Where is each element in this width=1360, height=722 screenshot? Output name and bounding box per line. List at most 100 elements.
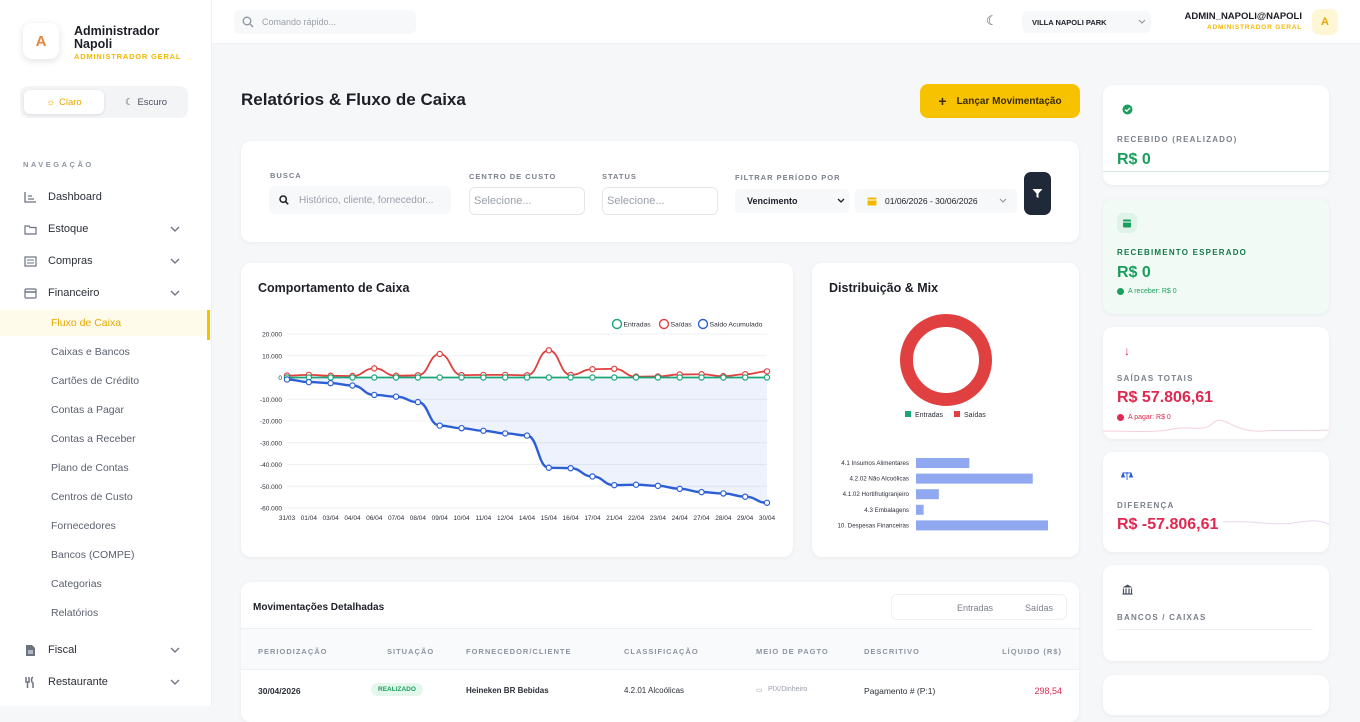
kpi-label: BANCOS / CAIXAS — [1117, 613, 1207, 622]
data-point — [414, 398, 422, 406]
command-search[interactable]: Comando rápido... — [234, 10, 416, 34]
row-date: 30/04/2026 — [258, 686, 301, 696]
sidebar-sub-caixas-bancos[interactable]: Caixas e Bancos — [0, 339, 210, 365]
y-tick-label: -20.000 — [260, 419, 282, 426]
sun-icon: ☼ — [46, 96, 55, 108]
busca-label: BUSCA — [270, 171, 302, 180]
card-icon — [23, 286, 37, 300]
chevron-down-icon — [170, 290, 180, 296]
bank-icon — [1117, 579, 1137, 599]
y-tick-label: -40.000 — [260, 462, 282, 469]
sidebar-sub-relatorios[interactable]: Relatórios — [0, 600, 210, 626]
data-point — [523, 374, 531, 381]
data-point — [414, 374, 422, 381]
data-point — [545, 464, 553, 471]
legend-label: Entradas — [624, 322, 652, 329]
sidebar-item-financeiro[interactable]: Financeiro — [0, 279, 210, 307]
sidebar-sub-categorias[interactable]: Categorias — [0, 571, 210, 597]
date-range-picker[interactable]: 01/06/2026 - 30/06/2026 — [855, 189, 1017, 213]
sidebar-item-estoque[interactable]: Estoque — [0, 215, 210, 243]
y-tick-label: 0 — [278, 375, 282, 382]
kpi-sub: A pagar: R$ 0 — [1117, 414, 1171, 421]
utensils-icon — [23, 675, 37, 689]
theme-light-button[interactable]: ☼ Claro — [24, 90, 104, 114]
sidebar-sub-centros-custo[interactable]: Centros de Custo — [0, 484, 210, 510]
tab-saidas[interactable]: Saídas — [1025, 603, 1054, 613]
y-tick-label: 20.000 — [262, 332, 282, 339]
sidebar-item-compras[interactable]: Compras — [0, 247, 210, 275]
kpi-sparkline — [1222, 520, 1329, 525]
nav-title: NAVEGAÇÃO — [23, 160, 94, 169]
data-point — [589, 366, 596, 373]
kpi-label: RECEBIDO (REALIZADO) — [1117, 135, 1238, 144]
data-point — [676, 374, 683, 381]
legend-marker — [697, 318, 709, 330]
theme-dark-label: Escuro — [137, 96, 168, 108]
unit-selector[interactable]: VILLA NAPOLI PARK — [1022, 11, 1151, 33]
status-select[interactable]: Selecione... — [602, 187, 718, 215]
data-point — [763, 374, 771, 381]
kpi-sparkline — [1103, 419, 1329, 432]
data-point — [611, 374, 618, 381]
sidebar-item-dashboard[interactable]: Dashboard — [0, 183, 210, 211]
donut-slice — [900, 314, 992, 406]
kpi-next-card — [1103, 675, 1329, 715]
sidebar-item-restaurante[interactable]: Restaurante — [0, 668, 210, 696]
data-point — [523, 432, 531, 439]
bar-label: 4.1 Insumos Alimentares — [841, 460, 909, 467]
filter-icon — [1032, 189, 1043, 198]
x-tick-label: 28/04 — [715, 515, 732, 522]
x-tick-label: 06/04 — [366, 515, 383, 522]
scale-icon — [1117, 466, 1137, 486]
kpi-value: R$ 0 — [1117, 264, 1151, 281]
movements-tabs: Entradas Saídas — [891, 594, 1067, 620]
new-movement-button[interactable]: + Lançar Movimentação — [920, 84, 1080, 118]
x-tick-label: 23/04 — [650, 515, 667, 522]
col-liquido: LÍQUIDO (R$) — [1002, 647, 1062, 656]
sidebar: A Administrador Napoli ADMINISTRADOR GER… — [0, 0, 212, 706]
x-tick-label: 07/04 — [388, 515, 405, 522]
sidebar-sub-plano-contas[interactable]: Plano de Contas — [0, 455, 210, 481]
plus-icon: + — [938, 93, 947, 109]
data-point — [371, 365, 378, 372]
account-avatar[interactable]: A — [1312, 9, 1338, 35]
sidebar-sub-cartoes[interactable]: Cartões de Crédito — [0, 368, 210, 394]
theme-dark-button[interactable]: ☾ Escuro — [108, 90, 184, 114]
search-icon — [279, 195, 289, 205]
data-point — [632, 481, 640, 488]
data-point — [480, 374, 487, 381]
tab-entradas[interactable]: Entradas — [957, 603, 994, 613]
filter-button[interactable] — [1024, 172, 1051, 215]
legend-marker — [611, 318, 623, 330]
busca-input[interactable]: Histórico, cliente, fornecedor... — [269, 186, 451, 214]
sidebar-sub-bancos-compe[interactable]: Bancos (COMPE) — [0, 542, 210, 568]
moon-icon[interactable]: ☾ — [986, 13, 998, 28]
data-point — [763, 499, 771, 506]
sidebar-sub-contas-pagar[interactable]: Contas a Pagar — [0, 397, 210, 423]
data-point — [741, 374, 749, 381]
data-point — [480, 427, 487, 434]
sidebar-item-fiscal[interactable]: Fiscal — [0, 636, 210, 664]
cc-select[interactable]: Selecione... — [469, 187, 585, 215]
kpi-value: R$ 0 — [1117, 151, 1151, 168]
payment-icon: ▭ — [756, 687, 763, 694]
chevron-down-icon — [1138, 19, 1146, 24]
sidebar-sub-fluxo-de-caixa[interactable]: Fluxo de Caixa — [0, 310, 210, 340]
chevron-down-icon — [170, 647, 180, 653]
data-point — [632, 374, 640, 381]
x-tick-label: 12/04 — [497, 515, 514, 522]
data-point — [349, 382, 356, 389]
periodo-select[interactable]: Vencimento — [735, 189, 849, 213]
avatar[interactable]: A — [23, 23, 59, 59]
file-icon — [23, 643, 37, 657]
data-point — [698, 488, 705, 496]
chevron-down-icon — [170, 226, 180, 232]
busca-placeholder: Histórico, cliente, fornecedor... — [299, 194, 434, 206]
y-tick-label: -30.000 — [260, 440, 282, 447]
data-point — [654, 482, 662, 490]
sidebar-item-label: Financeiro — [48, 287, 100, 299]
sidebar-sub-fornecedores[interactable]: Fornecedores — [0, 513, 210, 539]
x-tick-label: 29/04 — [737, 515, 754, 522]
data-point — [436, 374, 443, 381]
sidebar-sub-contas-receber[interactable]: Contas a Receber — [0, 426, 210, 452]
